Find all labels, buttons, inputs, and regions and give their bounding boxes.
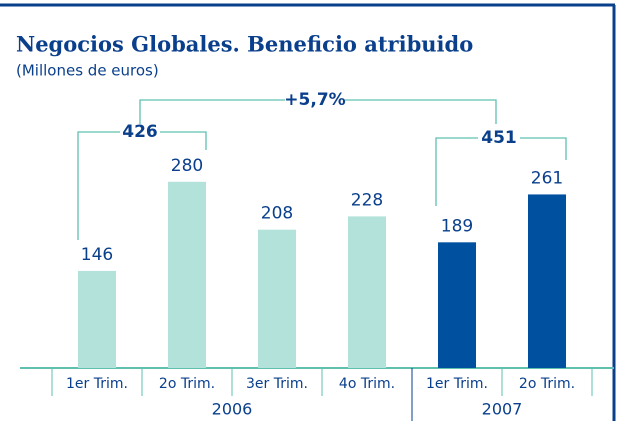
bar xyxy=(348,216,386,368)
bar xyxy=(438,242,476,368)
bracket xyxy=(77,131,207,240)
value-label: 146 xyxy=(81,245,113,265)
x-tick-label: 3er Trim. xyxy=(246,376,308,392)
bar xyxy=(78,270,116,368)
bracket xyxy=(139,99,497,124)
bracket xyxy=(435,137,567,206)
x-tick-label: 1er Trim. xyxy=(66,376,128,392)
x-tick-label: 1er Trim. xyxy=(426,376,488,392)
bar xyxy=(168,181,206,368)
annotation: 451 xyxy=(481,128,517,148)
value-label: 228 xyxy=(351,190,383,210)
legend-label: 2006 xyxy=(212,400,253,419)
value-label: 280 xyxy=(171,156,203,176)
x-tick-label: 2o Trim. xyxy=(519,376,575,392)
legend-label: 2007 xyxy=(482,400,523,419)
bar xyxy=(258,229,296,368)
annotation: +5,7% xyxy=(284,90,345,110)
value-label: 189 xyxy=(441,216,473,236)
x-tick-label: 2o Trim. xyxy=(159,376,215,392)
chart-subtitle: (Millones de euros) xyxy=(16,62,159,80)
value-label: 208 xyxy=(261,204,293,224)
bar xyxy=(528,194,566,368)
value-label: 261 xyxy=(531,168,563,188)
chart-title: Negocios Globales. Beneficio atribuido xyxy=(16,32,473,57)
annotation: 426 xyxy=(122,122,158,142)
x-tick-label: 4o Trim. xyxy=(339,376,395,392)
